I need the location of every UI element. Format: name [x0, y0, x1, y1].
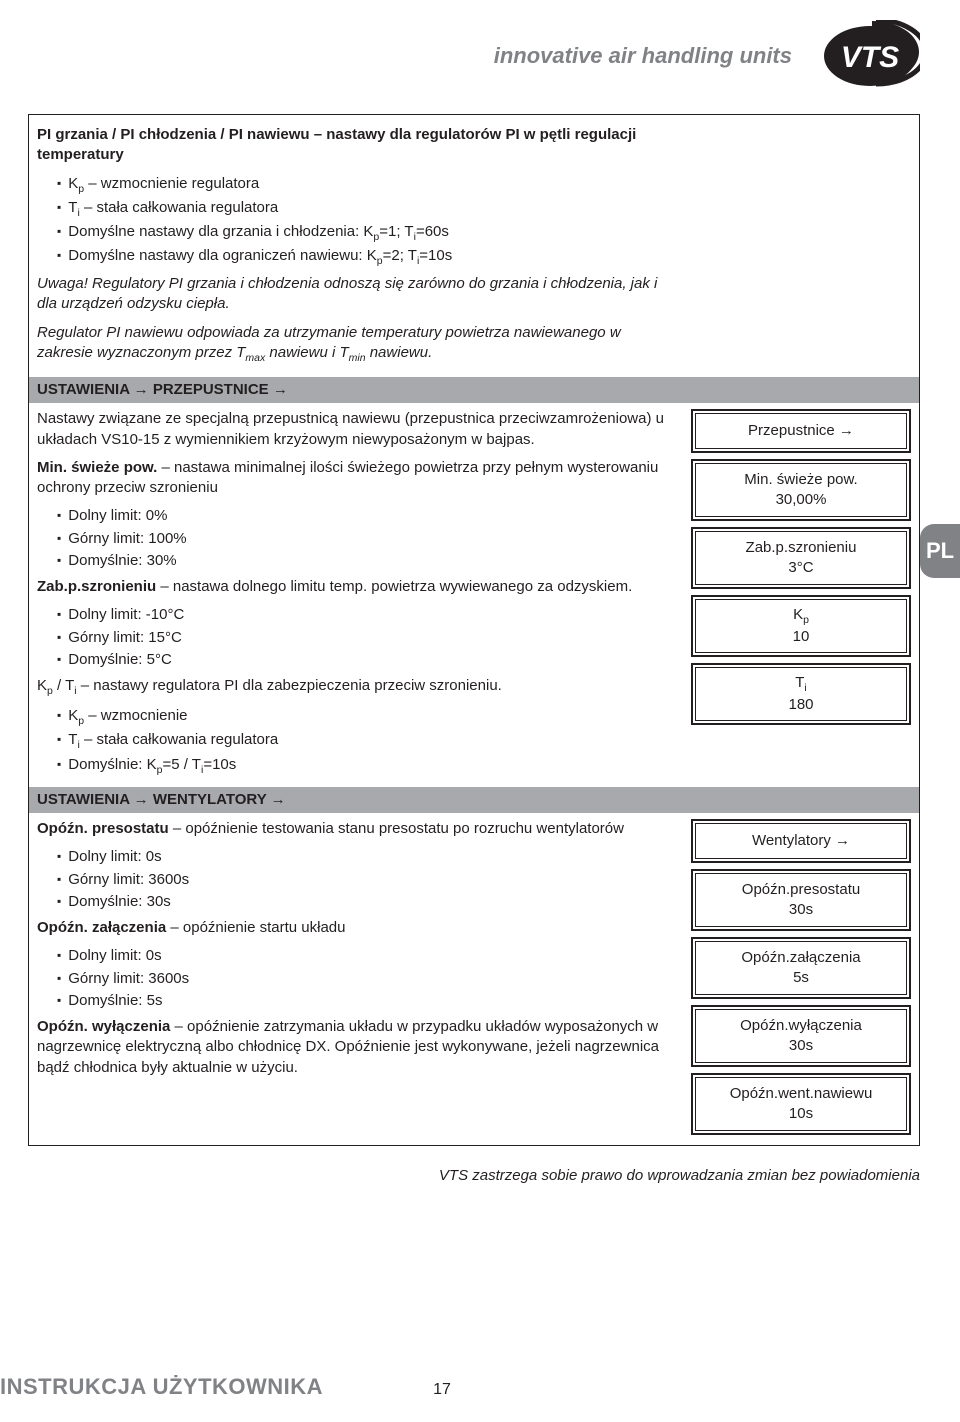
on-delay-param: Opóźn. załączenia – opóźnienie startu uk… — [37, 918, 677, 938]
display-fans-nav: Wentylatory → — [691, 819, 911, 863]
pi-section-title: PI grzania / PI chłodzenia / PI nawiewu … — [37, 125, 677, 166]
header-tagline: innovative air handling units — [494, 41, 792, 71]
display-min-fresh: Min. świeże pow.30,00% — [691, 459, 911, 521]
list-item: Domyślnie: Kp=5 / Ti=10s — [57, 755, 677, 777]
list-item: Dolny limit: 0s — [57, 847, 677, 867]
pi-section-bullets: Kp – wzmocnienie regulatora Ti – stała c… — [37, 174, 677, 269]
pi-ti-bullet: Ti – stała całkowania regulatora — [57, 198, 677, 220]
display-kp: Kp10 — [691, 595, 911, 657]
section-bar-dampers: USTAWIENIA → PRZEPUSTNICE → — [29, 377, 919, 403]
pi-default-supply-bullet: Domyślne nastawy dla ograniczeń nawiewu:… — [57, 246, 677, 268]
list-item: Górny limit: 3600s — [57, 969, 677, 989]
display-presostat-delay: Opóźn.presostatu30s — [691, 869, 911, 931]
list-item: Domyślnie: 30s — [57, 892, 677, 912]
min-fresh-limits: Dolny limit: 0% Górny limit: 100% Domyśl… — [37, 506, 677, 571]
on-delay-limits: Dolny limit: 0s Górny limit: 3600s Domyś… — [37, 946, 677, 1011]
document-title: INSTRUKCJA UŻYTKOWNIKA — [0, 1372, 323, 1402]
presostat-delay-param: Opóźn. presostatu – opóźnienie testowani… — [37, 819, 677, 839]
display-ti: Ti180 — [691, 663, 911, 725]
display-frost-prot: Zab.p.szronieniu3°C — [691, 527, 911, 589]
list-item: Górny limit: 15°C — [57, 628, 677, 648]
list-item: Górny limit: 100% — [57, 529, 677, 549]
list-item: Domyślnie: 5°C — [57, 650, 677, 670]
kp-ti-param: Kp / Ti – nastawy regulatora PI dla zabe… — [37, 676, 677, 698]
display-on-delay: Opóźn.załączenia5s — [691, 937, 911, 999]
off-delay-param: Opóźn. wyłączenia – opóźnienie zatrzyman… — [37, 1017, 677, 1078]
min-fresh-param: Min. świeże pow. – nastawa minimalnej il… — [37, 458, 677, 499]
pi-kp-bullet: Kp – wzmocnienie regulatora — [57, 174, 677, 196]
page-header: innovative air handling units VTS — [0, 0, 960, 106]
list-item: Domyślnie: 5s — [57, 991, 677, 1011]
list-item: Górny limit: 3600s — [57, 870, 677, 890]
list-item: Kp – wzmocnienie — [57, 706, 677, 728]
language-tab: PL — [920, 524, 960, 578]
pi-note-1: Uwaga! Regulatory PI grzania i chłodzeni… — [37, 274, 677, 315]
list-item: Ti – stała całkowania regulatora — [57, 730, 677, 752]
list-item: Domyślnie: 30% — [57, 551, 677, 571]
content-frame: PI grzania / PI chłodzenia / PI nawiewu … — [28, 114, 920, 1146]
footer-disclaimer: VTS zastrzega sobie prawo do wprowadzani… — [28, 1166, 920, 1186]
display-off-delay: Opóźn.wyłączenia30s — [691, 1005, 911, 1067]
list-item: Dolny limit: -10°C — [57, 605, 677, 625]
vts-logo: VTS — [810, 20, 920, 92]
page-number: 17 — [433, 1379, 451, 1401]
pi-default-heating-bullet: Domyślne nastawy dla grzania i chłodzeni… — [57, 222, 677, 244]
section-bar-fans: USTAWIENIA → WENTYLATORY → — [29, 787, 919, 813]
page-footer: INSTRUKCJA UŻYTKOWNIKA 17 — [0, 1372, 960, 1402]
list-item: Dolny limit: 0s — [57, 946, 677, 966]
display-dampers-nav: Przepustnice → — [691, 409, 911, 453]
list-item: Dolny limit: 0% — [57, 506, 677, 526]
kp-ti-bullets: Kp – wzmocnienie Ti – stała całkowania r… — [37, 706, 677, 777]
dampers-intro: Nastawy związane ze specjalną przepustni… — [37, 409, 677, 450]
frost-prot-param: Zab.p.szronieniu – nastawa dolnego limit… — [37, 577, 677, 597]
pi-note-2: Regulator PI nawiewu odpowiada za utrzym… — [37, 323, 677, 365]
display-supply-fan-delay: Opóźn.went.nawiewu10s — [691, 1073, 911, 1135]
svg-text:VTS: VTS — [841, 41, 899, 74]
presostat-delay-limits: Dolny limit: 0s Górny limit: 3600s Domyś… — [37, 847, 677, 912]
frost-prot-limits: Dolny limit: -10°C Górny limit: 15°C Dom… — [37, 605, 677, 670]
